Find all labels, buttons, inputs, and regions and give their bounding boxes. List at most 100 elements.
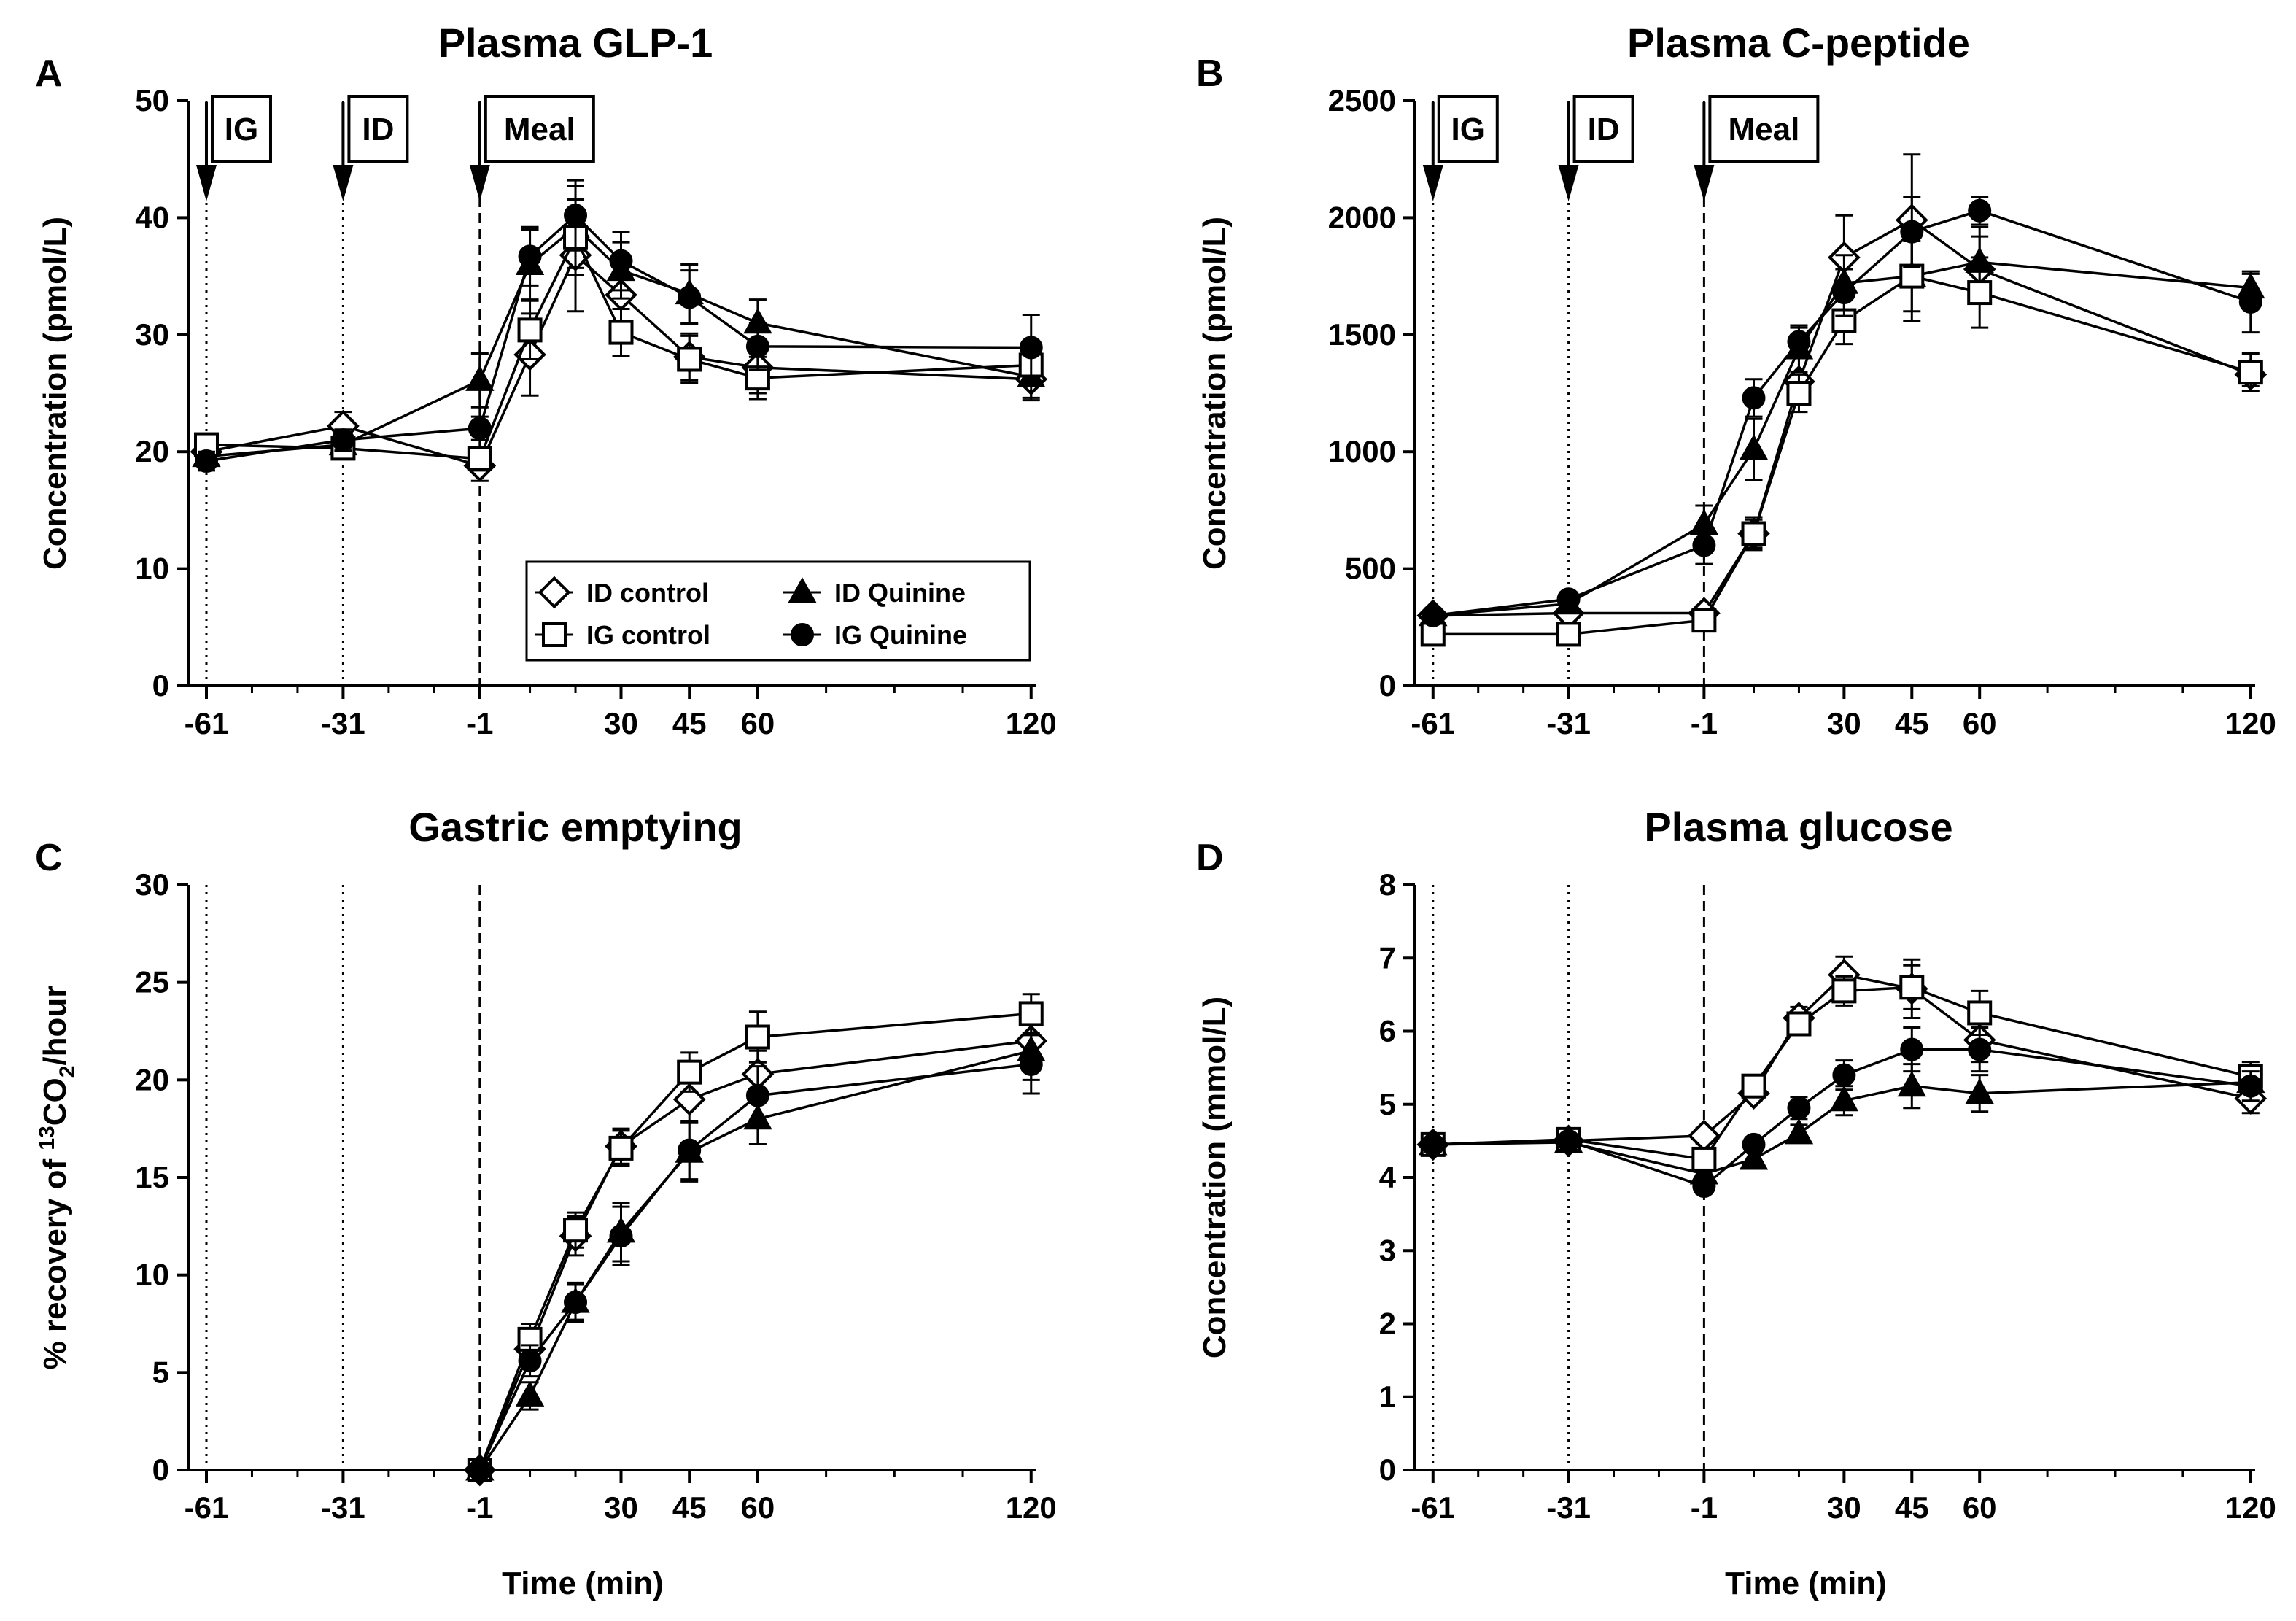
data-point (608, 1135, 634, 1161)
x-tick-label: ‐31 (321, 706, 365, 740)
y-tick-label: 2 (1379, 1307, 1396, 1341)
data-point (1742, 1132, 1766, 1156)
data-point (678, 1138, 702, 1162)
data-point (1692, 1175, 1716, 1199)
data-point (677, 1059, 702, 1085)
data-point (517, 317, 543, 343)
data-point (518, 1349, 542, 1373)
y-tick-label: 6 (1379, 1014, 1396, 1048)
data-point (1967, 280, 1993, 306)
data-point (1739, 434, 1769, 460)
x-tick-label: 45 (672, 706, 707, 740)
event-label-ig: IG (1451, 112, 1485, 147)
panel-letter: A (35, 53, 63, 95)
x-tick-label: 60 (741, 706, 775, 740)
data-point (564, 204, 588, 228)
legend-symbol (788, 577, 817, 603)
event-arrow-icon (333, 165, 354, 201)
x-tick-label: 30 (604, 706, 638, 740)
legend: ID control ID Quinine IG control IG Quinine (525, 560, 1031, 662)
panel-title: Plasma GLP-1 (438, 20, 713, 66)
x-tick-label: ‐1 (466, 706, 493, 740)
event-box-id (1572, 95, 1634, 163)
data-point (745, 1083, 769, 1107)
y-axis-label: Concentration (mmol/L) (1197, 997, 1233, 1358)
x-tick-label: 60 (1963, 706, 1997, 740)
data-point (1899, 975, 1925, 1000)
x-tick-label: 60 (1963, 1490, 1997, 1525)
series-id-control (1416, 153, 2268, 632)
y-axis-label: % recovery of 13CO2/hour (35, 986, 79, 1370)
legend-item-label: IG control (586, 620, 710, 650)
legend-item-label: ID Quinine (834, 578, 966, 608)
y-tick-label: 25 (135, 965, 169, 999)
event-arrow-icon (1694, 165, 1715, 201)
event-arrow-icon (1422, 165, 1443, 201)
panel-c: Gastric emptying C 0 5 10 15 20 25 30 ‐61 ‐31 ‐1 30 4… (35, 804, 1057, 1601)
data-point (1691, 608, 1717, 633)
panel-letter: D (1196, 837, 1224, 879)
legend-symbol (542, 622, 567, 647)
y-tick-label: 500 (1345, 552, 1396, 586)
series-ig-quinine (1421, 196, 2262, 627)
data-point (1786, 1011, 1812, 1037)
y-tick-label: 40 (135, 200, 169, 234)
event-label-meal: Meal (504, 112, 575, 147)
data-point (1421, 1132, 1445, 1156)
data-point (2238, 1074, 2262, 1098)
event-arrow-icon (1558, 165, 1579, 201)
x-tick-label: 120 (1006, 1490, 1057, 1525)
data-point (1968, 1037, 1992, 1061)
data-point (468, 417, 492, 441)
data-point (1556, 622, 1581, 647)
y-tick-label: 3 (1379, 1233, 1396, 1267)
data-point (564, 1291, 588, 1315)
legend-symbol (791, 623, 814, 646)
x-tick-label: 30 (604, 1490, 638, 1525)
y-tick-label: 1000 (1328, 434, 1396, 468)
x-tick-label: ‐31 (1546, 706, 1591, 740)
series-ig-quinine (1421, 1026, 2262, 1199)
panel-letter: C (35, 837, 63, 879)
data-point (1019, 336, 1043, 360)
legend-box (525, 560, 1031, 662)
panel-letter: B (1196, 53, 1224, 95)
x-tick-label: ‐1 (1691, 1490, 1718, 1525)
y-tick-label: 1 (1379, 1380, 1396, 1414)
y-tick-label: 2500 (1328, 83, 1396, 117)
y-tick-label: 0 (1379, 1452, 1396, 1487)
data-point (1965, 1078, 1994, 1104)
data-point (1741, 521, 1766, 546)
y-tick-label: 4 (1379, 1160, 1397, 1194)
data-point (1691, 1146, 1717, 1172)
data-point (2238, 360, 2263, 385)
x-tick-label: ‐31 (321, 1490, 365, 1525)
data-point (1968, 198, 1992, 223)
y-tick-label: 15 (135, 1160, 169, 1194)
data-point (1018, 1001, 1044, 1026)
data-point (745, 1024, 770, 1050)
y-tick-label: 5 (1379, 1087, 1396, 1121)
x-tick-label: ‐1 (466, 1490, 493, 1525)
panel-b: Plasma C-peptide B 0 500 1000 1500 2000 2500 ‐61… (1196, 20, 2276, 740)
event-label-ig: IG (225, 112, 258, 147)
data-point (468, 1458, 492, 1482)
data-point (467, 446, 492, 471)
data-point (1900, 220, 1924, 244)
data-point (609, 1224, 633, 1248)
data-point (1784, 1118, 1814, 1145)
y-tick-label: 30 (135, 317, 169, 352)
data-point (1421, 603, 1445, 627)
y-tick-label: 0 (1379, 668, 1396, 703)
data-point (563, 1218, 589, 1243)
x-tick-label: 120 (1006, 706, 1057, 740)
x-tick-label: 45 (1895, 1490, 1929, 1525)
y-tick-label: 0 (152, 1452, 169, 1487)
x-tick-label: 30 (1827, 1490, 1861, 1525)
data-point (515, 1380, 545, 1407)
data-point (1832, 281, 1856, 305)
data-point (1741, 1073, 1766, 1099)
y-axis-label: Concentration (pmol/L) (1197, 217, 1233, 570)
